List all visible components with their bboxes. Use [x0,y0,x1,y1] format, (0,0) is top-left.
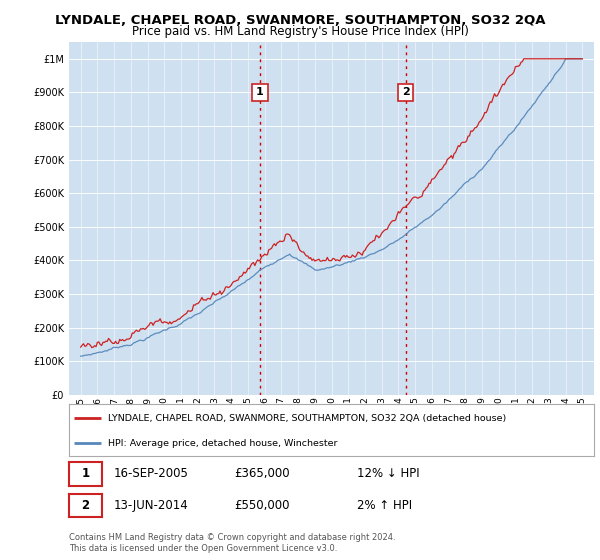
Text: LYNDALE, CHAPEL ROAD, SWANMORE, SOUTHAMPTON, SO32 2QA: LYNDALE, CHAPEL ROAD, SWANMORE, SOUTHAMP… [55,14,545,27]
Text: 12% ↓ HPI: 12% ↓ HPI [357,467,419,480]
Text: HPI: Average price, detached house, Winchester: HPI: Average price, detached house, Winc… [109,439,338,448]
Text: 1: 1 [256,87,263,97]
Text: 1: 1 [82,467,89,480]
Text: 2% ↑ HPI: 2% ↑ HPI [357,499,412,512]
Text: 2: 2 [402,87,410,97]
Text: Price paid vs. HM Land Registry's House Price Index (HPI): Price paid vs. HM Land Registry's House … [131,25,469,38]
Text: £365,000: £365,000 [234,467,290,480]
Text: 16-SEP-2005: 16-SEP-2005 [114,467,189,480]
Text: 2: 2 [82,499,89,512]
Text: £550,000: £550,000 [234,499,290,512]
Text: LYNDALE, CHAPEL ROAD, SWANMORE, SOUTHAMPTON, SO32 2QA (detached house): LYNDALE, CHAPEL ROAD, SWANMORE, SOUTHAMP… [109,414,506,423]
Text: Contains HM Land Registry data © Crown copyright and database right 2024.
This d: Contains HM Land Registry data © Crown c… [69,533,395,553]
Text: 13-JUN-2014: 13-JUN-2014 [114,499,189,512]
